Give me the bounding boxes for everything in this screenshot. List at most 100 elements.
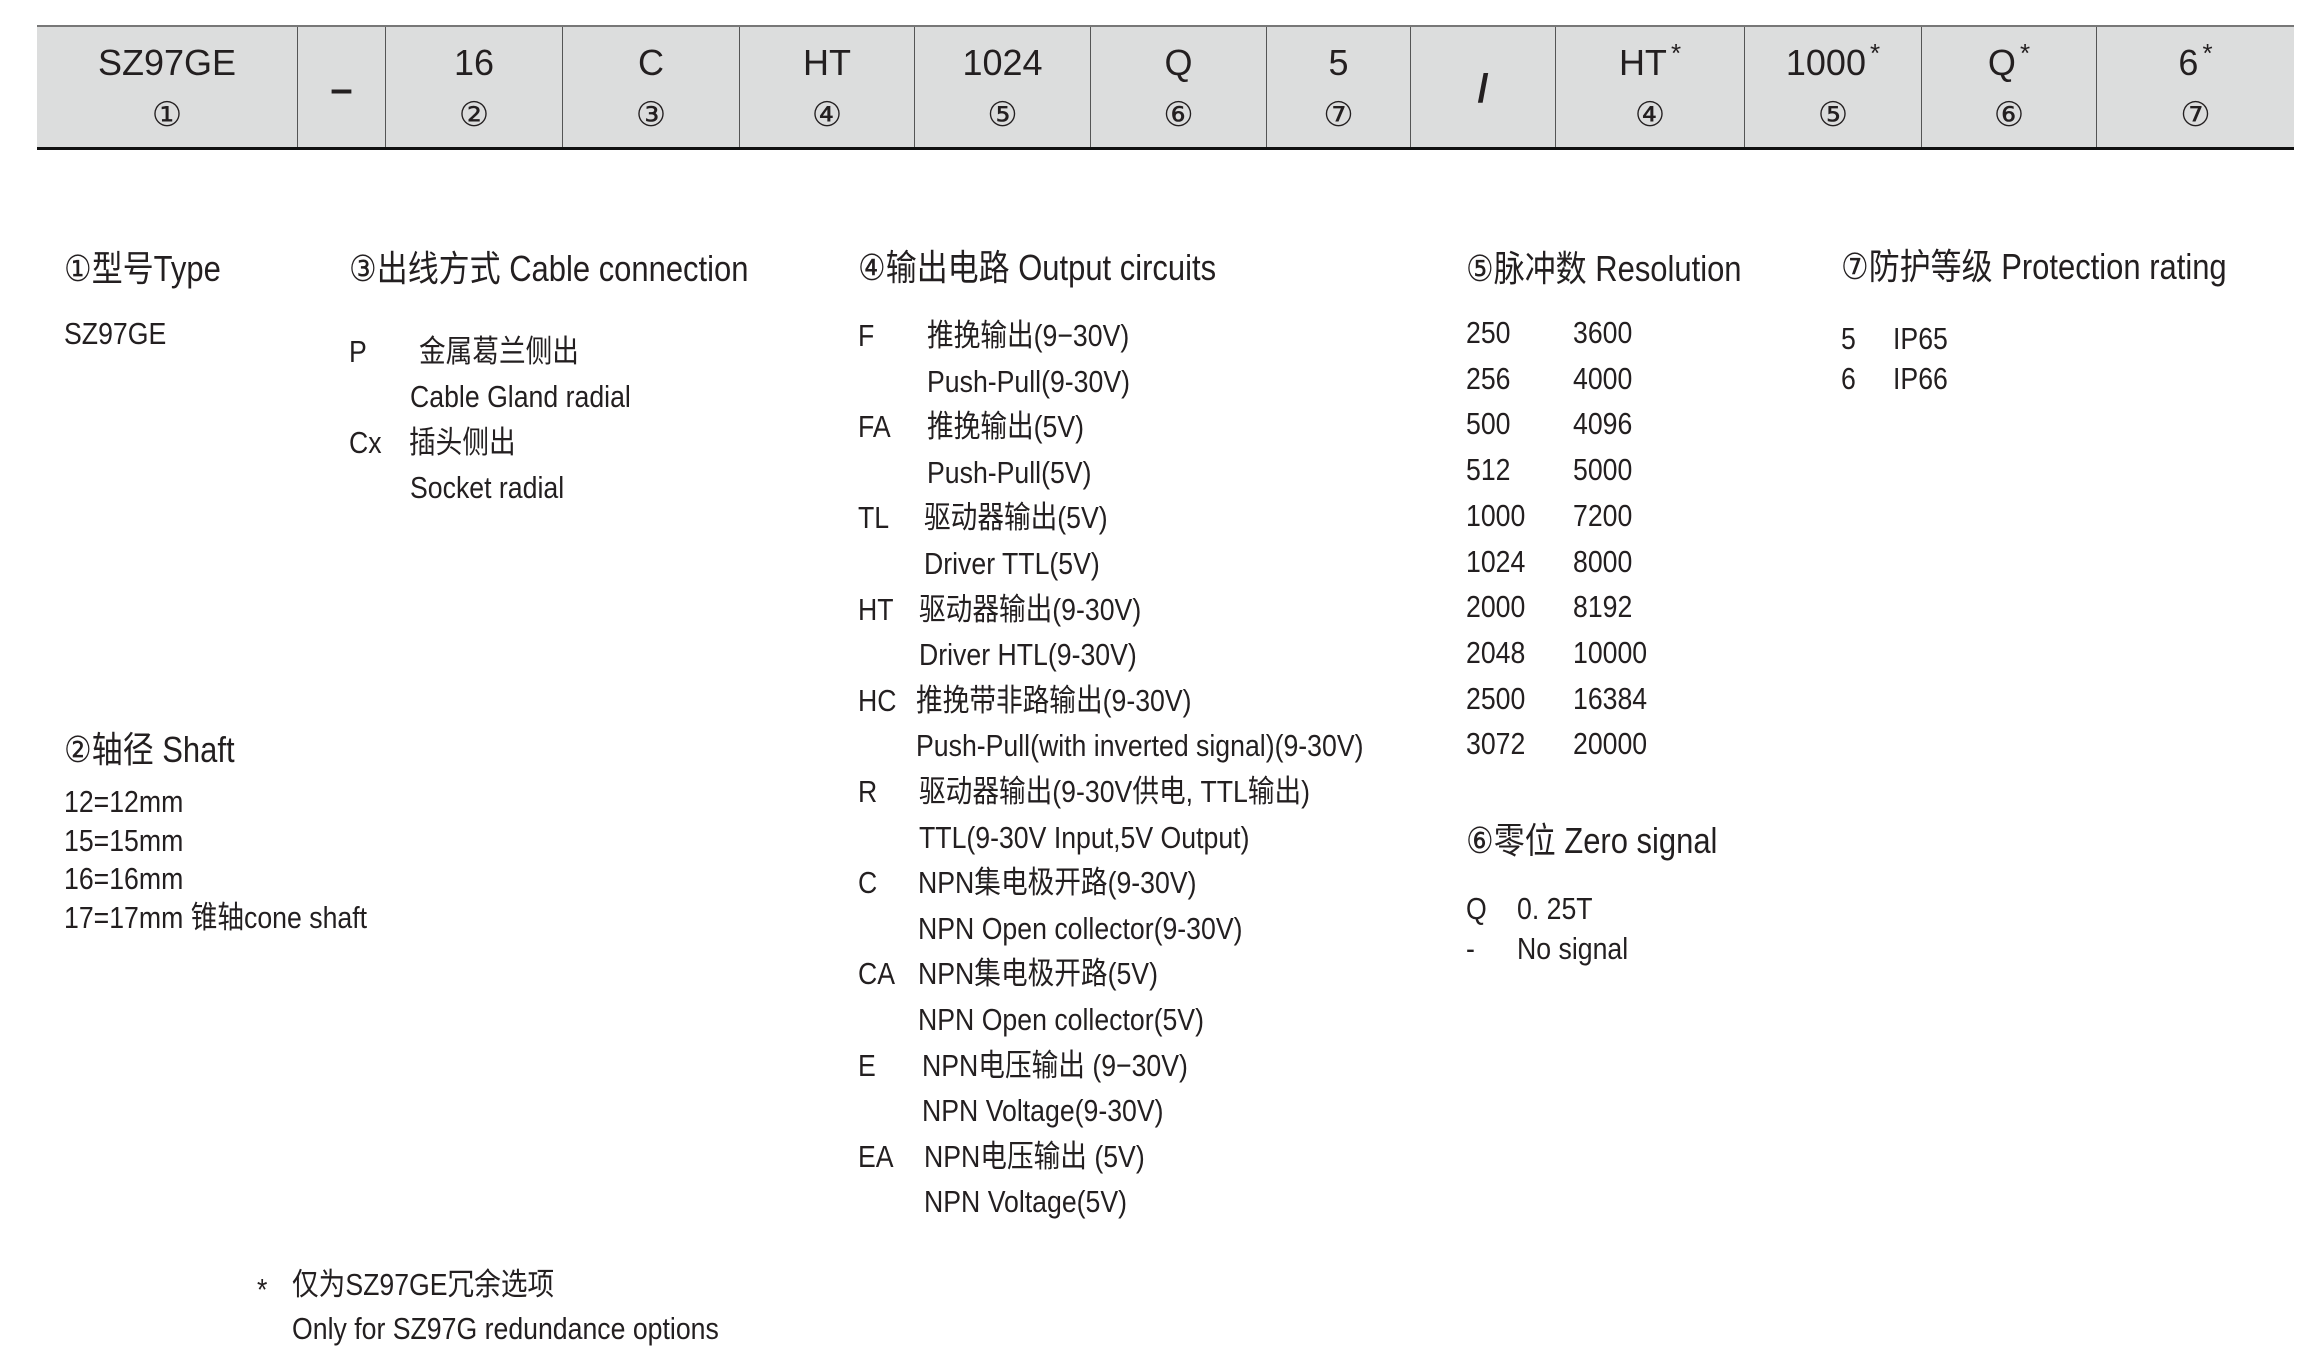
output-label-cn: 推挽带非路输出(9-30V) (916, 682, 1192, 718)
protection-label: IP65 (1893, 321, 1948, 356)
code-index: ⑥ (1163, 96, 1194, 134)
code-index: ① (151, 96, 183, 134)
output-code: TL (858, 500, 890, 536)
code-cell: 1000 * ⑤ (1745, 27, 1922, 147)
output-code: C (858, 865, 878, 901)
code-cell: SZ97GE ① (37, 27, 298, 147)
code-value-text: HT (1618, 42, 1667, 83)
code-index: ⑤ (987, 96, 1018, 134)
output-label-cn: NPN电压输出 (5V) (924, 1138, 1145, 1174)
zero-label: 0. 25T (1517, 891, 1593, 926)
resolution-value: 4000 (1573, 360, 1633, 396)
zero-code: - (1466, 931, 1475, 966)
resolution-value: 1000 (1466, 497, 1526, 533)
code-index: ④ (811, 96, 843, 134)
code-separator-cell: – (298, 27, 386, 147)
output-code: EA (858, 1138, 894, 1174)
code-separator-cell: / (1411, 27, 1556, 147)
code-value-text: 5 (1328, 42, 1349, 83)
code-index: ⑥ (1993, 96, 2025, 134)
output-code: HT (858, 591, 894, 627)
code-index: ② (458, 96, 490, 134)
output-code: HC (858, 682, 897, 718)
code-value: 5 (1267, 43, 1410, 83)
code-value-text: Q (1987, 42, 2016, 83)
cable-label-cn: 金属葛兰侧出 (419, 334, 579, 369)
code-value-text: C (638, 42, 664, 83)
output-label-cn: 驱动器输出(9-30V供电, TTL输出) (919, 774, 1311, 809)
output-label-cn: 驱动器输出(5V) (924, 500, 1108, 536)
code-index: ③ (635, 96, 667, 134)
shaft-heading: ②轴径 Shaft (64, 729, 235, 770)
code-cell: 1024 ⑤ (915, 27, 1091, 147)
output-label-en: NPN Voltage(9-30V) (922, 1093, 1164, 1129)
output-code: E (858, 1047, 876, 1083)
zero-label: No signal (1517, 931, 1629, 966)
output-label-en: NPN Open collector(9-30V) (918, 910, 1243, 946)
output-label-en: NPN Open collector(5V) (918, 1002, 1204, 1037)
output-code: R (858, 774, 878, 809)
code-value: HT (740, 43, 914, 83)
redundant-marker: * (2019, 38, 2031, 68)
footnote-cn: 仅为SZ97GE冗余选项 (292, 1267, 555, 1302)
output-label-cn: NPN集电极开路(9-30V) (918, 865, 1197, 901)
output-label-en: Driver TTL(5V) (924, 546, 1100, 581)
output-label-cn: NPN电压输出 (9−30V) (922, 1047, 1188, 1083)
footnote-en: Only for SZ97G redundance options (292, 1311, 719, 1346)
code-value: SZ97GE (37, 43, 297, 83)
resolution-value: 2500 (1466, 680, 1526, 716)
resolution-value: 10000 (1573, 634, 1648, 670)
resolution-value: 8192 (1573, 589, 1633, 625)
resolution-value: 5000 (1573, 452, 1633, 488)
resolution-value: 20000 (1573, 726, 1648, 762)
shaft-option: 16=16mm (64, 861, 184, 897)
output-label-en: NPN Voltage(5V) (924, 1184, 1128, 1220)
cable-heading: ③出线方式 Cable connection (349, 248, 749, 289)
code-value-text: SZ97GE (97, 42, 237, 83)
output-code: CA (858, 956, 896, 992)
model-code-table: SZ97GE ① –16 ② C ③ HT ④ 1024 ⑤ Q ⑥ 5 ⑦ / HT * ④ 1000 * ⑤ Q * ⑥ 6… (37, 25, 2294, 150)
code-value-text: HT (803, 42, 851, 83)
output-label-cn: 推挽输出(9−30V) (927, 318, 1130, 353)
resolution-value: 7200 (1573, 497, 1633, 533)
protection-code: 5 (1841, 321, 1856, 356)
shaft-option: 15=15mm (64, 822, 184, 858)
resolution-heading: ⑤脉冲数 Resolution (1466, 248, 1742, 289)
resolution-value: 500 (1466, 406, 1511, 442)
output-label-cn: NPN集电极开路(5V) (918, 956, 1158, 992)
code-cell: Q * ⑥ (1922, 27, 2097, 147)
output-label-cn: 推挽输出(5V) (927, 409, 1085, 445)
resolution-value: 8000 (1573, 543, 1633, 579)
code-value-text: 6 (2178, 42, 2199, 83)
code-cell: 16 ② (386, 27, 563, 147)
shaft-option: 12=12mm (64, 784, 184, 819)
code-index: ⑦ (1323, 96, 1354, 134)
output-label-en: Driver HTL(9-30V) (919, 637, 1137, 673)
code-value: Q (1091, 43, 1266, 83)
resolution-value: 16384 (1573, 680, 1648, 716)
protection-code: 6 (1841, 361, 1856, 396)
code-cell: HT * ④ (1556, 27, 1745, 147)
resolution-value: 2048 (1466, 634, 1526, 670)
resolution-value: 2000 (1466, 589, 1526, 625)
code-value: 1024 (915, 43, 1090, 83)
output-label-en: Push-Pull(with inverted signal)(9-30V) (916, 728, 1364, 764)
cable-label-en: Cable Gland radial (410, 379, 631, 414)
resolution-value: 4096 (1573, 406, 1633, 442)
code-cell: HT ④ (740, 27, 915, 147)
resolution-value: 3072 (1466, 726, 1526, 762)
code-value: Q * (1922, 38, 2096, 83)
resolution-value: 250 (1466, 315, 1511, 350)
separator-symbol: / (1477, 67, 1489, 111)
separator-symbol: – (330, 67, 353, 111)
cable-code: P (349, 334, 367, 369)
code-value-text: 1024 (962, 42, 1043, 83)
shaft-option: 17=17mm 锥轴cone shaft (64, 900, 368, 936)
output-label-en: Push-Pull(5V) (927, 454, 1092, 490)
code-value-text: 16 (453, 42, 495, 83)
resolution-value: 3600 (1573, 315, 1633, 350)
code-value-text: Q (1164, 42, 1193, 83)
resolution-value: 512 (1466, 452, 1511, 488)
